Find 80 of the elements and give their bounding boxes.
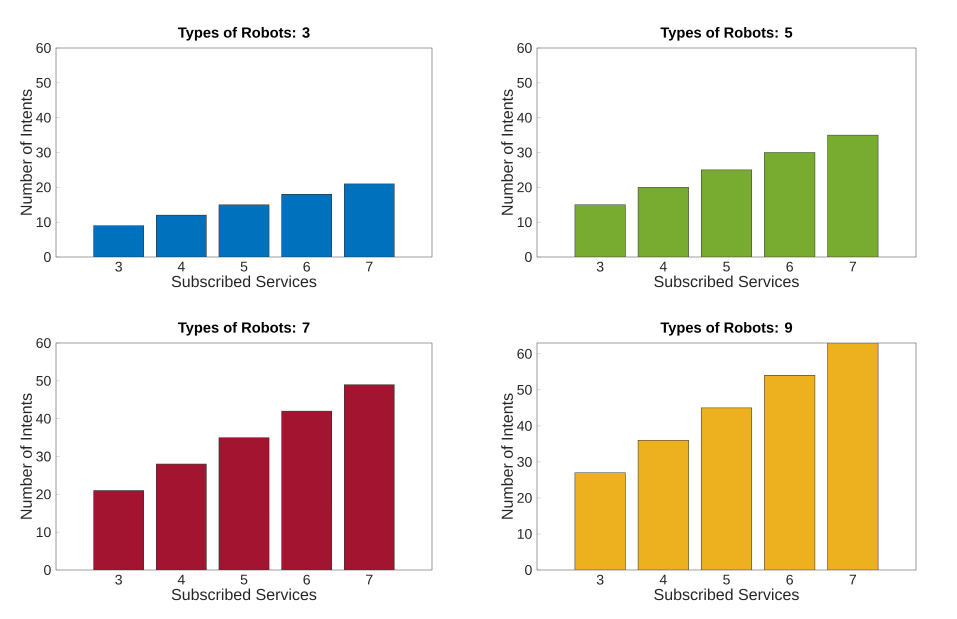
y-tick-label: 30 <box>517 456 532 467</box>
bar <box>764 152 816 257</box>
x-tick-label: 3 <box>596 262 604 272</box>
y-tick-label: 50 <box>36 78 51 88</box>
y-tick-label: 30 <box>36 148 51 158</box>
y-tick-label: 10 <box>518 217 532 228</box>
x-axis-title: Subscribed Services <box>172 588 316 600</box>
y-tick-label: 20 <box>517 182 532 192</box>
y-tick-label: 30 <box>517 148 532 158</box>
bar <box>344 384 395 570</box>
x-tick-label: 7 <box>366 262 373 272</box>
bar <box>281 410 332 570</box>
bar <box>93 490 144 570</box>
y-axis-title: Number of Intents <box>501 90 513 215</box>
y-tick-label: 40 <box>517 112 532 123</box>
y-tick-label: 0 <box>44 252 51 262</box>
bar <box>156 214 207 257</box>
bar <box>93 225 144 257</box>
x-tick-label: 3 <box>115 262 122 272</box>
bar <box>574 472 626 570</box>
bar <box>281 194 332 257</box>
y-tick-label: 10 <box>36 217 51 228</box>
bar <box>827 343 878 570</box>
y-tick-label: 60 <box>517 348 532 359</box>
bar <box>764 375 816 570</box>
y-tick-label: 40 <box>36 112 51 123</box>
y-tick-label: 50 <box>517 384 532 395</box>
bar <box>218 437 270 570</box>
x-tick-label: 6 <box>303 262 310 272</box>
x-tick-label: 6 <box>303 574 310 585</box>
bar <box>638 187 689 257</box>
x-axis-title: Subscribed Services <box>654 275 799 288</box>
y-tick-label: 40 <box>517 420 532 431</box>
y-tick-label: 20 <box>36 489 51 500</box>
bar <box>700 170 752 257</box>
chart-title: Types of Robots: 7 <box>178 322 310 336</box>
bar <box>156 464 207 570</box>
chart-title: Types of Robots: 5 <box>660 26 792 41</box>
bar <box>574 204 626 257</box>
x-axis-title: Subscribed Services <box>172 275 316 288</box>
y-tick-label: 20 <box>36 182 51 192</box>
y-tick-label: 30 <box>36 452 51 462</box>
bar <box>638 440 689 570</box>
x-tick-label: 5 <box>240 262 248 272</box>
x-tick-label: 4 <box>660 262 667 272</box>
y-tick-label: 60 <box>36 43 51 53</box>
bar <box>344 184 395 257</box>
x-tick-label: 4 <box>178 262 185 272</box>
chart-title: Types of Robots: 9 <box>660 322 792 336</box>
x-tick-label: 6 <box>786 262 793 272</box>
y-tick-label: 60 <box>517 43 532 53</box>
y-axis-title: Number of Intents <box>501 394 513 519</box>
y-axis-title: Number of Intents <box>20 90 32 215</box>
x-tick-label: 5 <box>240 574 248 584</box>
bar <box>700 408 752 570</box>
y-tick-label: 10 <box>36 527 51 538</box>
x-tick-label: 3 <box>596 574 604 585</box>
y-axis-title: Number of Intents <box>20 394 32 519</box>
y-tick-label: 10 <box>518 529 532 539</box>
x-axis-title: Subscribed Services <box>654 588 799 600</box>
y-tick-label: 60 <box>36 338 51 348</box>
y-tick-label: 50 <box>517 78 532 88</box>
x-tick-label: 5 <box>723 262 730 272</box>
bar <box>827 134 878 257</box>
y-tick-label: 40 <box>36 414 51 424</box>
x-tick-label: 4 <box>660 574 667 584</box>
y-tick-label: 0 <box>525 565 532 575</box>
x-tick-label: 6 <box>786 574 793 585</box>
y-tick-label: 0 <box>44 565 51 575</box>
x-tick-label: 7 <box>850 262 856 272</box>
x-tick-label: 3 <box>115 574 122 585</box>
x-tick-label: 4 <box>178 574 185 584</box>
y-tick-label: 50 <box>36 376 51 386</box>
y-tick-label: 20 <box>517 492 532 503</box>
chart-title: Types of Robots: 3 <box>178 26 310 41</box>
y-tick-label: 0 <box>525 252 532 262</box>
bar <box>218 204 270 257</box>
x-tick-label: 7 <box>850 574 856 584</box>
x-tick-label: 5 <box>723 574 730 584</box>
x-tick-label: 7 <box>366 574 373 584</box>
